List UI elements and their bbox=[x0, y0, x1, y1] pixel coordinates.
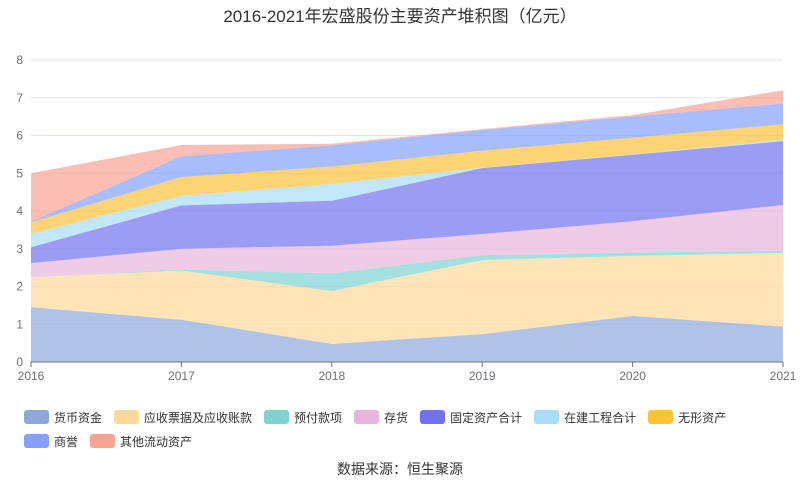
legend-item[interactable]: 其他流动资产 bbox=[90, 432, 192, 450]
area-series-4 bbox=[31, 141, 783, 264]
y-tick-label: 8 bbox=[16, 53, 23, 67]
legend-label: 预付款项 bbox=[294, 410, 343, 425]
legend-swatch bbox=[420, 410, 446, 424]
y-tick-label: 4 bbox=[16, 204, 23, 218]
legend-label: 应收票据及应收账款 bbox=[144, 410, 253, 425]
legend-item[interactable]: 应收票据及应收账款 bbox=[114, 408, 252, 426]
legend-label: 在建工程合计 bbox=[564, 410, 637, 425]
y-tick-label: 3 bbox=[16, 242, 23, 256]
legend-item[interactable]: 固定资产合计 bbox=[420, 408, 522, 426]
legend-label: 货币资金 bbox=[54, 410, 103, 425]
legend-item[interactable]: 预付款项 bbox=[264, 408, 342, 426]
area-series-3 bbox=[31, 204, 783, 278]
data-source: 数据来源：恒生聚源 bbox=[337, 461, 463, 477]
x-tick-label: 2021 bbox=[770, 369, 797, 383]
legend-item[interactable]: 存货 bbox=[354, 408, 408, 426]
x-tick-label: 2019 bbox=[469, 369, 496, 383]
legend-label: 商誉 bbox=[54, 434, 79, 449]
legend-label: 其他流动资产 bbox=[120, 434, 193, 449]
legend-swatch bbox=[114, 410, 140, 424]
legend-item[interactable]: 货币资金 bbox=[24, 408, 102, 426]
legend-label: 固定资产合计 bbox=[450, 410, 523, 425]
legend-swatch bbox=[354, 410, 380, 424]
x-tick-label: 2020 bbox=[619, 369, 646, 383]
legend-swatch bbox=[90, 434, 116, 448]
y-tick-label: 7 bbox=[16, 91, 23, 105]
x-tick-label: 2016 bbox=[18, 369, 45, 383]
chart-title: 2016-2021年宏盛股份主要资产堆积图（亿元） bbox=[223, 7, 577, 26]
legend-swatch bbox=[648, 410, 674, 424]
y-tick-label: 6 bbox=[16, 129, 23, 143]
legend-item[interactable]: 商誉 bbox=[24, 432, 78, 450]
legend-label: 无形资产 bbox=[678, 410, 727, 425]
area-series-0 bbox=[31, 307, 783, 362]
y-tick-label: 0 bbox=[16, 355, 23, 369]
area-series-6 bbox=[31, 124, 783, 234]
legend-label: 存货 bbox=[384, 410, 409, 425]
y-tick-label: 5 bbox=[16, 166, 23, 180]
x-tick-label: 2017 bbox=[168, 369, 195, 383]
legend-item[interactable]: 无形资产 bbox=[648, 408, 726, 426]
x-tick-label: 2018 bbox=[318, 369, 345, 383]
legend: 货币资金 应收票据及应收账款 预付款项 存货 固定资产合计 在建工程合计 无形资产商誉 其他流… bbox=[24, 408, 794, 450]
legend-swatch bbox=[534, 410, 560, 424]
y-tick-label: 2 bbox=[16, 280, 23, 294]
y-tick-label: 1 bbox=[16, 317, 23, 331]
legend-item[interactable]: 在建工程合计 bbox=[534, 408, 636, 426]
area-series-1 bbox=[31, 252, 783, 344]
legend-swatch bbox=[24, 434, 49, 448]
legend-swatch bbox=[264, 410, 290, 424]
area-series-8 bbox=[31, 90, 783, 222]
legend-swatch bbox=[24, 410, 49, 424]
stacked-area-chart: 0 1 2 3 4 5 6 7 8 2016 2017 2018 2019 2020 2021 bbox=[16, 53, 797, 383]
area-series-7 bbox=[31, 103, 783, 223]
area-series-2 bbox=[31, 250, 783, 292]
